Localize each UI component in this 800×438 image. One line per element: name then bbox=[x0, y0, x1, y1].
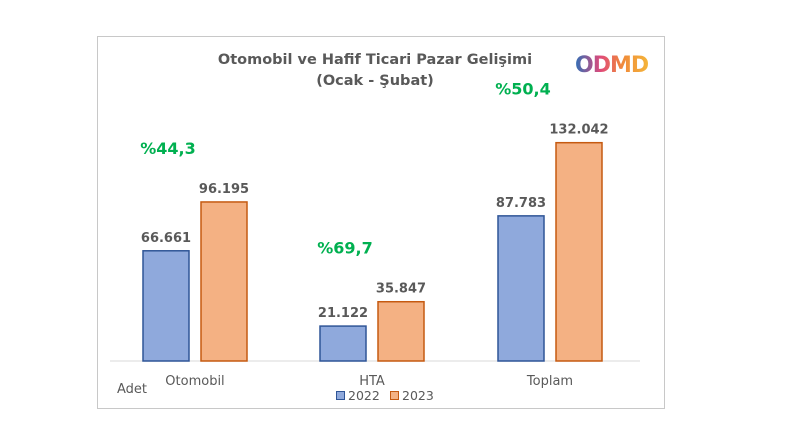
data-label-2022-otomobil: 66.661 bbox=[141, 231, 191, 246]
bar-2022-otomobil bbox=[142, 250, 190, 362]
chart-subtitle: (Ocak - Şubat) bbox=[316, 73, 434, 89]
data-label-2022-toplam: 87.783 bbox=[496, 196, 546, 211]
legend-swatch-2023 bbox=[390, 391, 399, 400]
bar-2023-otomobil bbox=[200, 201, 248, 362]
unit-label: Adet bbox=[117, 382, 148, 397]
legend-label-2022: 2022 bbox=[348, 388, 380, 403]
data-label-2023-hta: 35.847 bbox=[376, 282, 426, 297]
category-label-otomobil: Otomobil bbox=[165, 374, 224, 389]
legend-item-2022: 2022 bbox=[336, 388, 380, 403]
category-label-hta: HTA bbox=[359, 374, 385, 389]
odmd-logo: ODMD bbox=[575, 51, 653, 79]
bar-2022-toplam bbox=[497, 215, 545, 362]
legend-item-2023: 2023 bbox=[390, 388, 434, 403]
logo-text: ODMD bbox=[575, 52, 649, 78]
growth-label-otomobil: %44,3 bbox=[140, 139, 196, 158]
growth-label-toplam: %50,4 bbox=[495, 80, 551, 99]
data-label-2023-toplam: 132.042 bbox=[549, 123, 608, 138]
data-label-2022-hta: 21.122 bbox=[318, 306, 368, 321]
legend-label-2023: 2023 bbox=[402, 388, 434, 403]
bar-2023-hta bbox=[377, 300, 425, 362]
data-label-2023-otomobil: 96.195 bbox=[199, 182, 249, 197]
bar-2023-toplam bbox=[555, 141, 603, 362]
legend-swatch-2022 bbox=[336, 391, 345, 400]
category-label-toplam: Toplam bbox=[526, 374, 573, 389]
chart-title: Otomobil ve Hafif Ticari Pazar Gelişimi bbox=[217, 52, 533, 68]
bar-2022-hta bbox=[319, 325, 367, 362]
growth-label-hta: %69,7 bbox=[317, 239, 373, 258]
